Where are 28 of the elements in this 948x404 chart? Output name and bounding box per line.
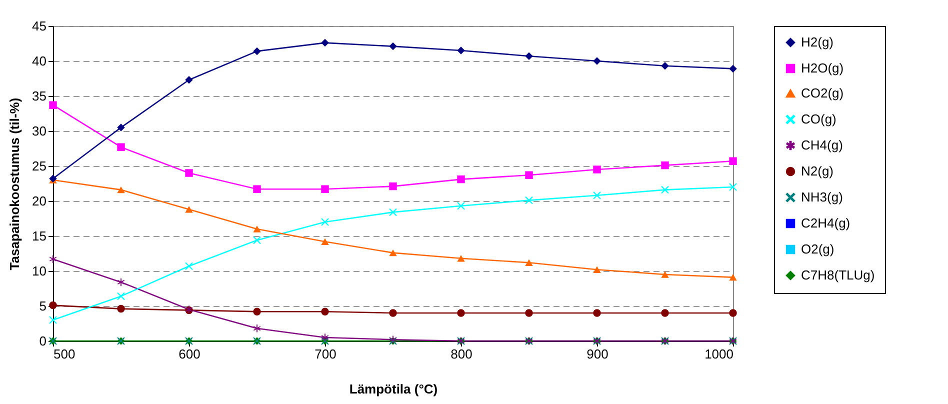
x-tick-label: 1000	[704, 346, 734, 362]
legend-label: CO2(g)	[801, 86, 844, 100]
legend-label: C7H8(TLUg)	[801, 268, 875, 282]
y-axis-title: Tasapainokoostumus (til-%)	[7, 98, 22, 270]
x-axis-title: Lämpötila (°C)	[349, 382, 438, 396]
y-tick-label: 35	[32, 88, 46, 104]
y-tick-label: 0	[39, 334, 46, 348]
legend-label: H2(g)	[801, 34, 834, 50]
legend-label: O2(g)	[801, 242, 834, 256]
x-tick-label: 600	[178, 346, 200, 362]
y-tick-label: 25	[32, 158, 46, 174]
legend-label: C2H4(g)	[801, 216, 850, 230]
y-tick-label: 10	[32, 264, 46, 278]
y-tick-label: 5	[39, 298, 46, 314]
y-tick-label: 20	[32, 194, 46, 208]
y-tick-label: 40	[32, 54, 46, 68]
x-tick-label: 500	[54, 346, 76, 362]
y-tick-label: 45	[32, 18, 46, 34]
legend-label: H2O(g)	[801, 60, 844, 76]
x-tick-label: 800	[450, 346, 472, 362]
legend-label: N2(g)	[801, 164, 834, 178]
y-tick-label: 15	[32, 228, 46, 244]
legend-label: CH4(g)	[801, 138, 843, 152]
x-tick-label: 900	[586, 346, 608, 362]
y-tick-label: 30	[32, 124, 46, 138]
legend-label: CO(g)	[801, 112, 836, 126]
legend-label: NH3(g)	[801, 190, 843, 204]
x-tick-label: 700	[314, 346, 336, 362]
